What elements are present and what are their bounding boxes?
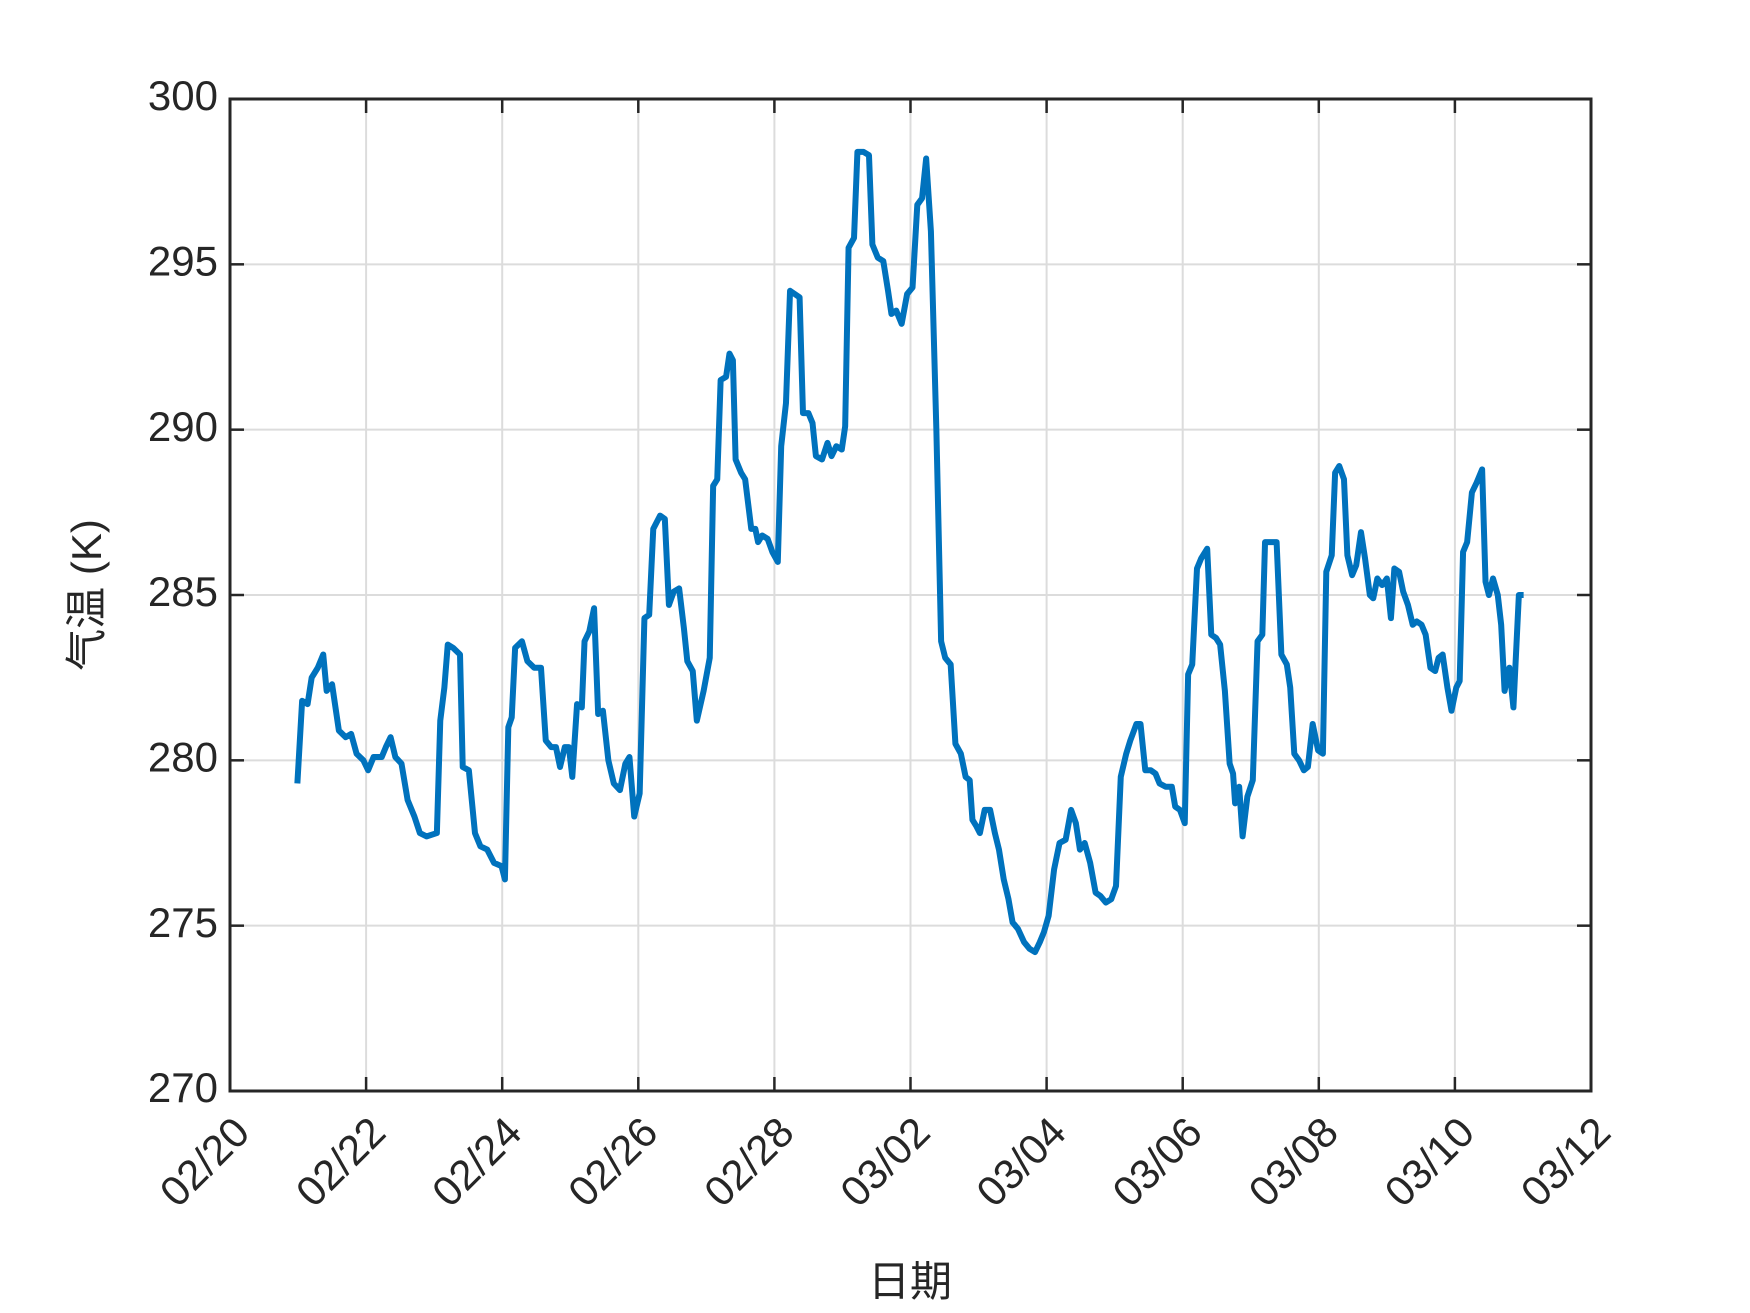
x-tick-label: 03/12 xyxy=(1512,1108,1620,1216)
y-tick-label: 275 xyxy=(148,899,218,946)
x-tick-label: 02/24 xyxy=(423,1108,531,1216)
x-tick-label: 03/04 xyxy=(967,1108,1075,1216)
y-tick-label: 300 xyxy=(148,72,218,119)
y-tick-label: 295 xyxy=(148,237,218,284)
x-tick-label: 02/28 xyxy=(695,1108,803,1216)
x-axis-label: 日期 xyxy=(868,1258,952,1305)
x-tick-label: 03/10 xyxy=(1376,1108,1484,1216)
x-tick-label: 02/26 xyxy=(559,1108,667,1216)
data-line xyxy=(294,148,1524,956)
x-tick-label: 03/02 xyxy=(831,1108,939,1216)
x-tick-label: 03/06 xyxy=(1103,1108,1211,1216)
x-tick-label: 02/22 xyxy=(287,1108,395,1216)
y-axis-label: 气温 (K) xyxy=(63,519,110,671)
y-tick-label: 280 xyxy=(148,733,218,780)
x-tick-label: 03/08 xyxy=(1239,1108,1347,1216)
y-tick-label: 270 xyxy=(148,1064,218,1111)
plot-frame xyxy=(228,97,1593,1093)
y-tick-label: 290 xyxy=(148,403,218,450)
x-tick-label: 02/20 xyxy=(151,1108,259,1216)
y-tick-label: 285 xyxy=(148,568,218,615)
